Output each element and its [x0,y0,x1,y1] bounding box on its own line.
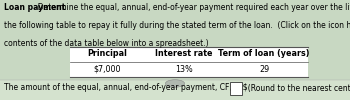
Text: Principal: Principal [87,50,127,58]
Text: Term of loan (years): Term of loan (years) [218,50,310,58]
Text: The amount of the equal, annual, end-of-year payment, CF, is $: The amount of the equal, annual, end-of-… [4,84,248,92]
Text: $7,000: $7,000 [93,64,120,74]
Ellipse shape [165,80,185,87]
Bar [70,46,308,76]
Text: the following table to repay it fully during the stated term of the loan.  (Clic: the following table to repay it fully du… [4,20,350,30]
Text: 29: 29 [259,64,270,74]
Text: Interest rate: Interest rate [155,50,212,58]
Bar [0,80,350,100]
Bar [230,82,241,95]
Text: 13%: 13% [175,64,192,74]
Text: contents of the data table below into a spreadsheet.): contents of the data table below into a … [4,38,209,48]
Text: Loan payment: Loan payment [4,2,65,12]
Text: (Round to the nearest cent.): (Round to the nearest cent.) [243,84,350,92]
Text: Determine the equal, annual, end-of-year payment required each year over the lif: Determine the equal, annual, end-of-year… [33,2,350,12]
